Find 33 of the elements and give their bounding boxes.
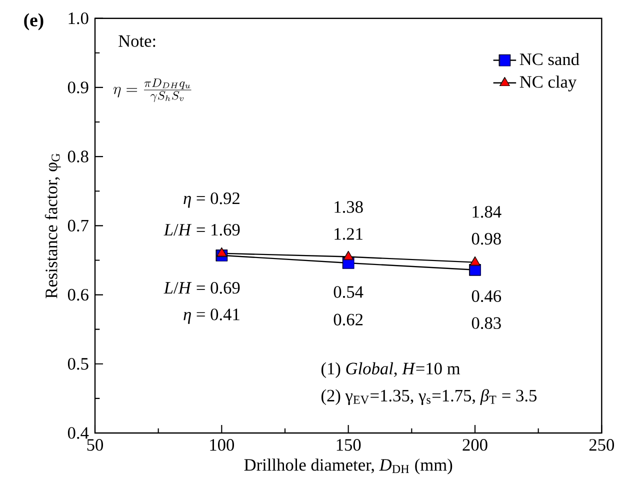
annotation: (2) γ$_{EV}$=1.35, γ$_{s}$=1.75, β$_{T}$ = 3.5 — [321, 389, 537, 405]
annotation: η = 0.92 — [184, 192, 240, 208]
x-tick-label: 150 — [336, 439, 361, 451]
y-tick-label: 0.8 — [68, 150, 88, 162]
legend-label: NC sand — [520, 52, 580, 66]
annotation: 1.38 — [334, 201, 363, 213]
annotation: 0.46 — [472, 290, 502, 302]
annotation: 1.84 — [472, 206, 502, 218]
x-tick-label: 50 — [87, 439, 104, 451]
chart-title: (e) — [24, 13, 44, 30]
annotation: 1.21 — [334, 228, 362, 240]
annotation: $\eta = \frac{\pi D_{DH} q_u}{\gamma S_h S_v}$ — [113, 78, 192, 102]
y-tick-label: 0.6 — [68, 288, 88, 301]
annotation: L/H = 0.69 — [164, 282, 240, 294]
annotation: (1) Global, H=10 m — [321, 362, 460, 378]
y-tick-label: 1.0 — [68, 12, 88, 24]
annotation: 0.98 — [472, 232, 501, 245]
annotation: η = 0.41 — [184, 308, 240, 324]
y-tick-label: 0.4 — [68, 427, 89, 439]
annotation: 0.83 — [472, 317, 501, 330]
x-tick-label: 250 — [589, 439, 614, 451]
x-tick-label: 100 — [210, 439, 234, 451]
y-tick-label: 0.5 — [68, 358, 88, 370]
annotation: 0.54 — [334, 286, 364, 298]
x-tick-label: 200 — [462, 439, 488, 451]
x-axis-title: Drillhole diameter, D$_{DH}$ (mm) — [244, 458, 452, 474]
annotation: Note: — [118, 35, 156, 47]
y-axis-title: Resistance factor, φ$_{G}$ — [44, 154, 61, 298]
legend-label: NC clay — [520, 76, 577, 92]
y-tick-label: 0.7 — [68, 220, 88, 232]
y-tick-label: 0.9 — [68, 82, 88, 94]
annotation: 0.62 — [334, 314, 363, 326]
annotation: L/H = 1.69 — [164, 224, 240, 236]
